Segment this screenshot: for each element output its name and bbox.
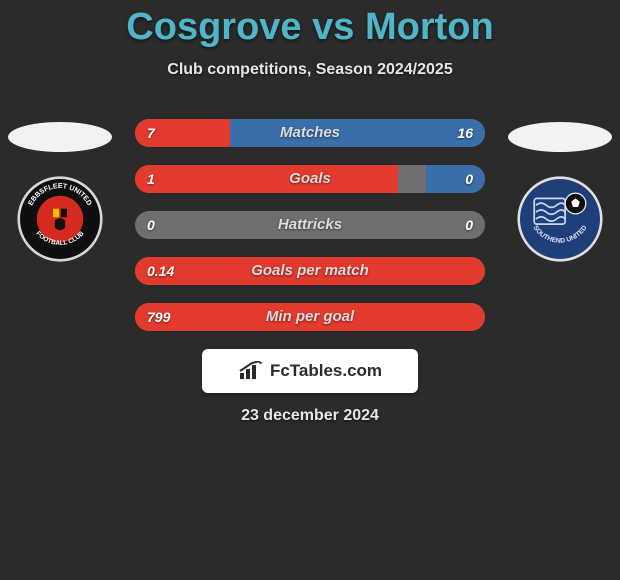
date-text: 23 december 2024 [0,407,620,425]
stat-bar: 716Matches [135,119,485,147]
brand-icon [238,361,264,381]
stat-bar: 10Goals [135,165,485,193]
team-left-oval [8,122,112,152]
stat-bar: 00Hattricks [135,211,485,239]
team-right: SOUTHEND UNITED [500,122,620,262]
team-left-crest: EBBSFLEET UNITED FOOTBALL CLUB [17,176,103,262]
bar-label: Matches [135,119,485,147]
team-left: EBBSFLEET UNITED FOOTBALL CLUB [0,122,120,262]
page-title: Cosgrove vs Morton [0,6,620,49]
subtitle: Club competitions, Season 2024/2025 [0,61,620,79]
bar-label: Goals per match [135,257,485,285]
stat-bar: 799Min per goal [135,303,485,331]
team-right-oval [508,122,612,152]
comparison-card: Cosgrove vs Morton Club competitions, Se… [0,0,620,440]
team-right-crest: SOUTHEND UNITED [517,176,603,262]
stat-bars: 716Matches 10Goals 00Hattricks 0.14Goals pe… [135,119,485,331]
bar-label: Goals [135,165,485,193]
brand-badge[interactable]: FcTables.com [202,349,418,393]
bar-label: Min per goal [135,303,485,331]
brand-text: FcTables.com [270,361,382,381]
bar-label: Hattricks [135,211,485,239]
stat-bar: 0.14Goals per match [135,257,485,285]
